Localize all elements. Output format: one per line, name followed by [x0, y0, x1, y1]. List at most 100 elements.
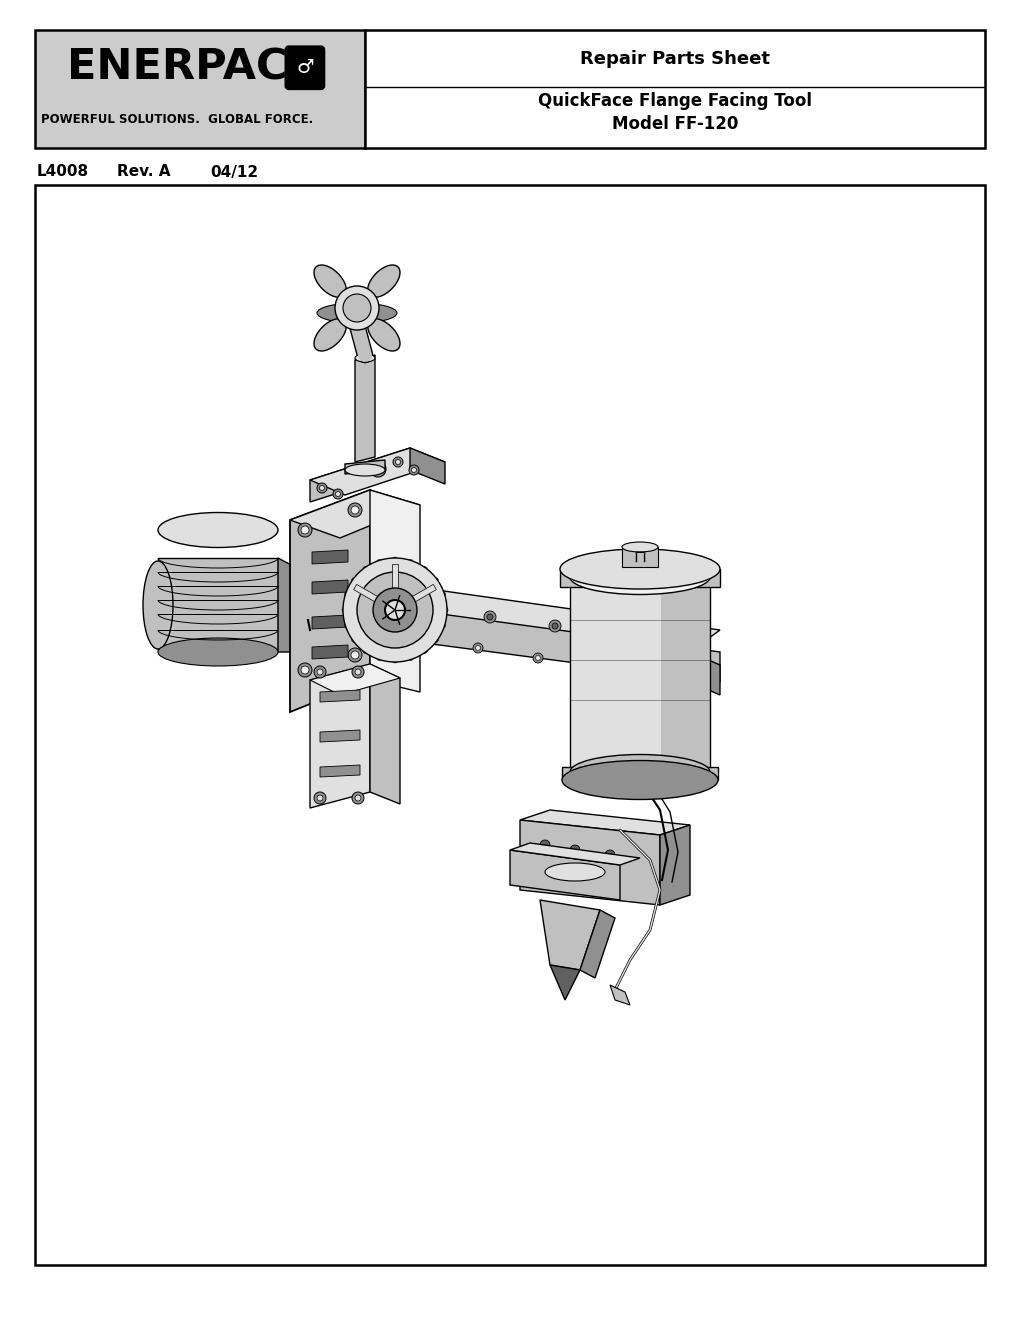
Ellipse shape: [314, 265, 345, 297]
Circle shape: [585, 664, 590, 668]
Circle shape: [656, 642, 662, 647]
Circle shape: [407, 560, 413, 565]
Circle shape: [411, 467, 416, 473]
Ellipse shape: [143, 561, 173, 649]
Ellipse shape: [314, 318, 345, 351]
Circle shape: [392, 457, 403, 467]
Circle shape: [407, 655, 413, 660]
Circle shape: [363, 647, 368, 653]
Circle shape: [342, 558, 446, 663]
Polygon shape: [354, 585, 396, 612]
Polygon shape: [510, 843, 639, 865]
Text: ®: ®: [283, 73, 293, 83]
Circle shape: [439, 623, 445, 628]
Circle shape: [570, 845, 580, 855]
Polygon shape: [312, 645, 347, 659]
Polygon shape: [312, 550, 347, 564]
Circle shape: [421, 647, 427, 653]
Circle shape: [355, 795, 361, 801]
Polygon shape: [391, 564, 397, 610]
Circle shape: [484, 611, 495, 623]
Text: QuickFace Flange Facing Tool: QuickFace Flange Facing Tool: [537, 92, 811, 110]
Polygon shape: [310, 664, 399, 696]
Circle shape: [351, 506, 359, 513]
Circle shape: [347, 648, 362, 663]
Circle shape: [395, 459, 400, 465]
Circle shape: [583, 661, 592, 671]
Circle shape: [539, 840, 549, 850]
Bar: [622, 546, 657, 568]
Ellipse shape: [317, 304, 396, 323]
Circle shape: [439, 591, 445, 598]
Ellipse shape: [158, 638, 278, 667]
Polygon shape: [265, 570, 719, 652]
Circle shape: [473, 643, 483, 653]
Circle shape: [301, 667, 309, 675]
Polygon shape: [539, 900, 599, 970]
FancyBboxPatch shape: [285, 46, 324, 88]
Circle shape: [314, 792, 326, 804]
Circle shape: [611, 631, 624, 643]
Circle shape: [409, 465, 419, 475]
Circle shape: [653, 638, 665, 649]
Circle shape: [319, 486, 324, 491]
Text: Rev. A: Rev. A: [117, 165, 170, 180]
Bar: [35, 30, 365, 148]
Circle shape: [421, 566, 427, 573]
Text: Repair Parts Sheet: Repair Parts Sheet: [580, 50, 769, 69]
Circle shape: [551, 623, 557, 630]
Polygon shape: [410, 447, 444, 484]
Polygon shape: [580, 909, 614, 978]
Polygon shape: [659, 825, 689, 906]
Ellipse shape: [544, 863, 604, 880]
Circle shape: [535, 656, 540, 660]
Circle shape: [314, 667, 326, 678]
Polygon shape: [265, 590, 719, 682]
Circle shape: [363, 566, 368, 573]
Text: Model FF-120: Model FF-120: [611, 115, 738, 133]
Circle shape: [373, 587, 417, 632]
Circle shape: [370, 461, 385, 477]
Ellipse shape: [622, 543, 657, 552]
Polygon shape: [510, 850, 620, 900]
Circle shape: [352, 636, 358, 643]
Polygon shape: [310, 447, 444, 495]
Polygon shape: [289, 490, 370, 711]
Polygon shape: [320, 730, 360, 742]
Polygon shape: [344, 459, 384, 474]
Text: 04/12: 04/12: [210, 165, 258, 180]
Polygon shape: [158, 558, 278, 652]
Polygon shape: [278, 558, 310, 652]
Circle shape: [604, 850, 614, 861]
Circle shape: [344, 591, 351, 598]
Circle shape: [317, 795, 323, 801]
Ellipse shape: [368, 265, 399, 297]
Text: ♂: ♂: [296, 58, 314, 78]
Circle shape: [342, 294, 371, 322]
Circle shape: [301, 525, 309, 535]
Circle shape: [344, 623, 351, 628]
Circle shape: [317, 483, 327, 492]
Circle shape: [376, 655, 382, 660]
Bar: [35, 185, 984, 1265]
Bar: [570, 577, 709, 772]
Text: L4008: L4008: [37, 165, 89, 180]
Polygon shape: [520, 810, 689, 836]
Polygon shape: [609, 985, 630, 1005]
Circle shape: [441, 607, 447, 612]
Circle shape: [432, 578, 438, 583]
Text: ENERPAC: ENERPAC: [66, 46, 287, 88]
Polygon shape: [561, 767, 717, 780]
Circle shape: [475, 645, 480, 651]
Circle shape: [352, 792, 364, 804]
Circle shape: [427, 605, 433, 611]
Ellipse shape: [559, 549, 719, 589]
Polygon shape: [320, 690, 360, 702]
Ellipse shape: [368, 318, 399, 351]
Ellipse shape: [355, 354, 375, 362]
Circle shape: [384, 601, 405, 620]
Text: POWERFUL SOLUTIONS.  GLOBAL FORCE.: POWERFUL SOLUTIONS. GLOBAL FORCE.: [41, 114, 313, 127]
Circle shape: [391, 557, 397, 564]
Polygon shape: [393, 585, 436, 612]
Text: ⊓: ⊓: [633, 548, 646, 566]
